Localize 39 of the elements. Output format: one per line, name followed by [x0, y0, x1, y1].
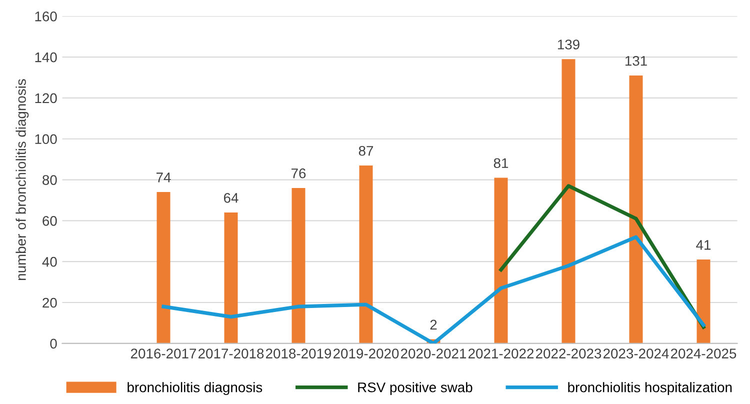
bar: [562, 59, 576, 344]
y-tick-label: 160: [35, 11, 57, 22]
bar: [224, 212, 238, 344]
x-tick-label: 2023-2024: [603, 348, 669, 358]
x-tick-label: 2022-2023: [536, 348, 602, 358]
legend-label: bronchiolitis hospitalization: [568, 382, 732, 396]
x-tick-label: 2019-2020: [333, 348, 399, 358]
y-axis-title: number of bronchiolitis diagnosis: [16, 79, 29, 280]
y-tick-label: 20: [42, 298, 57, 308]
y-tick-label: 100: [35, 134, 57, 144]
x-tick-label: 2024-2025: [670, 348, 736, 358]
legend-label: RSV positive swab: [358, 382, 472, 396]
x-tick-label: 2016-2017: [130, 348, 196, 358]
bar: [292, 188, 306, 344]
legend-label: bronchiolitis diagnosis: [128, 382, 262, 396]
bar: [359, 165, 373, 344]
data-label: 87: [358, 146, 374, 156]
data-label: 81: [494, 158, 508, 168]
y-tick-label: 120: [35, 93, 57, 104]
x-tick-label: 2017-2018: [198, 348, 264, 358]
data-label: 2: [430, 320, 437, 330]
data-label: 64: [224, 192, 238, 203]
y-tick-label: 0: [50, 338, 57, 349]
x-tick-label: 2021-2022: [468, 348, 534, 358]
data-label: 76: [291, 168, 306, 178]
x-tick-label: 2020-2021: [400, 348, 466, 358]
y-tick-label: 60: [42, 216, 57, 226]
bar: [629, 75, 643, 344]
y-tick-label: 40: [42, 256, 57, 267]
data-label: 131: [625, 56, 647, 66]
y-tick-label: 140: [35, 52, 57, 62]
bar: [494, 178, 508, 344]
x-tick-label: 2018-2019: [266, 348, 332, 358]
data-label: 74: [156, 172, 171, 182]
bar: [696, 260, 710, 344]
y-tick-label: 80: [42, 175, 57, 185]
data-label: 139: [558, 40, 580, 50]
data-label: 41: [696, 240, 711, 250]
bar: [156, 192, 170, 344]
